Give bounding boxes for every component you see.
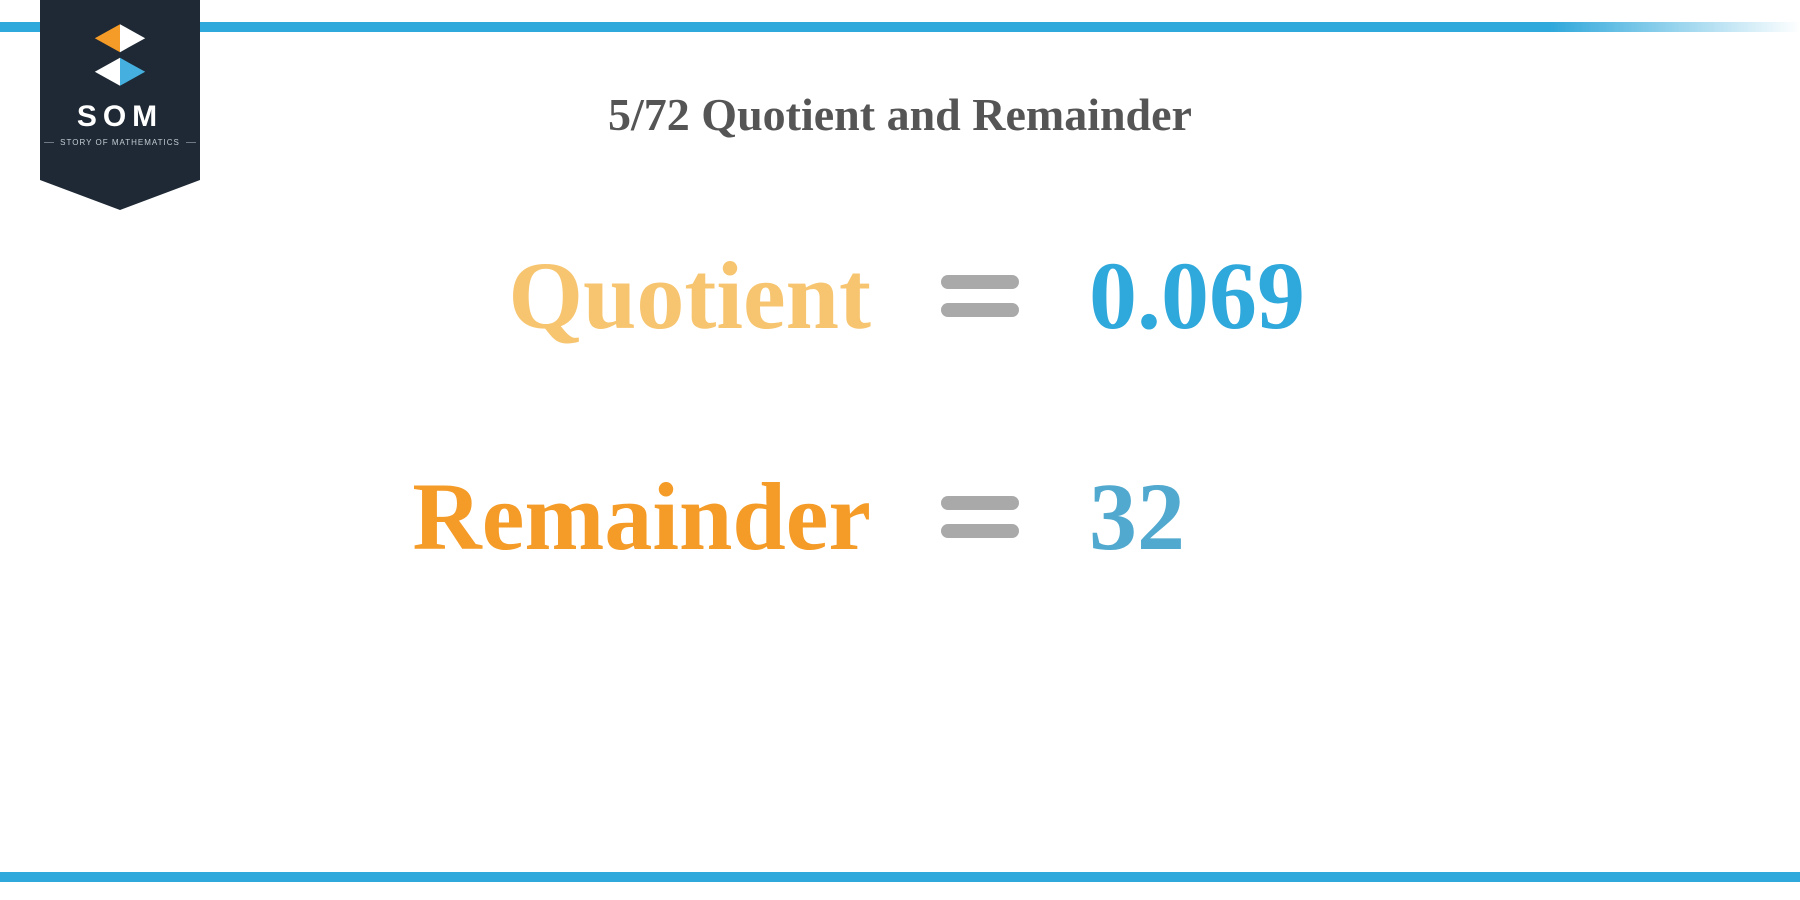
equation-label: Quotient bbox=[351, 240, 871, 351]
logo-sub-line-right bbox=[186, 142, 196, 143]
equals-bar bbox=[941, 303, 1019, 317]
equals-bar bbox=[941, 275, 1019, 289]
equals-bar bbox=[941, 496, 1019, 510]
top-bar-left bbox=[0, 22, 40, 32]
equation-row: Quotient 0.069 bbox=[0, 240, 1800, 351]
equation-value: 0.069 bbox=[1089, 240, 1449, 351]
top-bar-mid bbox=[200, 22, 1550, 32]
page: SOM STORY OF MATHEMATICS 5/72 Quotient a… bbox=[0, 0, 1800, 900]
top-accent-bar bbox=[0, 22, 1800, 32]
equation-row: Remainder 32 bbox=[0, 461, 1800, 572]
equation-rows: Quotient 0.069 Remainder 32 bbox=[0, 240, 1800, 572]
top-bar-fade bbox=[1550, 22, 1800, 32]
equals-icon bbox=[941, 275, 1019, 317]
equals-bar bbox=[941, 524, 1019, 538]
equals-icon bbox=[941, 496, 1019, 538]
logo-sub-line-left bbox=[44, 142, 54, 143]
som-logo-icon bbox=[85, 20, 155, 90]
equation-value: 32 bbox=[1089, 461, 1449, 572]
equation-label: Remainder bbox=[351, 461, 871, 572]
bottom-accent-bar bbox=[0, 872, 1800, 882]
page-title: 5/72 Quotient and Remainder bbox=[0, 88, 1800, 141]
